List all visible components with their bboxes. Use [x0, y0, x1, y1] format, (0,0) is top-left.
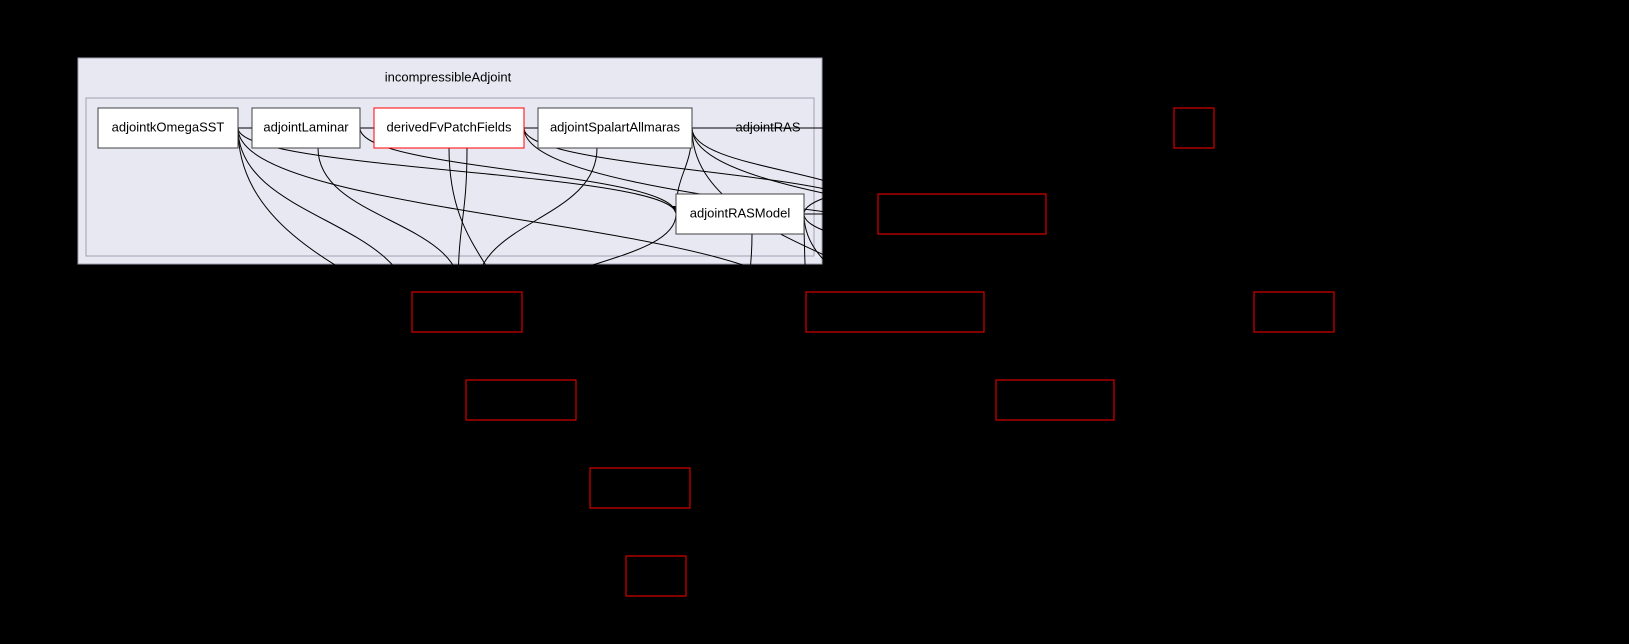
node-lnInclude[interactable]: [1174, 108, 1214, 148]
node-derivedFvPatchFields[interactable]: derivedFvPatchFields: [374, 108, 524, 148]
node-autoPtr[interactable]: [626, 556, 686, 596]
cluster-outer-label: incompressibleAdjoint: [385, 69, 512, 84]
node-label-adjointRASModel: adjointRASModel: [690, 205, 791, 220]
node-meshTools[interactable]: [466, 380, 576, 420]
node-adjointSpalartAllmaras[interactable]: adjointSpalartAllmaras: [538, 108, 692, 148]
node-memory[interactable]: [590, 468, 690, 508]
node-adjointRASModel[interactable]: adjointRASModel: [676, 194, 804, 234]
node-label-derivedFvPatchFields: derivedFvPatchFields: [387, 119, 512, 134]
node-incompressible[interactable]: [996, 380, 1114, 420]
node-finiteVolume[interactable]: [412, 292, 522, 332]
cluster-inner-label: adjointRAS: [735, 119, 800, 134]
node-adjointLaminar[interactable]: adjointLaminar: [252, 108, 360, 148]
edge-adjointRASModel-to-incompressible: [804, 214, 996, 400]
node-label-adjointSpalartAllmaras: adjointSpalartAllmaras: [550, 119, 681, 134]
node-include[interactable]: [1254, 292, 1334, 332]
dependency-graph: incompressibleAdjointadjointRAS111adjoin…: [0, 0, 1629, 644]
node-label-adjointLaminar: adjointLaminar: [263, 119, 349, 134]
node-adjointkOmegaSST[interactable]: adjointkOmegaSST: [98, 108, 238, 148]
edge-adjointRASModel-to-lnInclude: [804, 128, 1174, 214]
node-label-adjointkOmegaSST: adjointkOmegaSST: [112, 119, 225, 134]
